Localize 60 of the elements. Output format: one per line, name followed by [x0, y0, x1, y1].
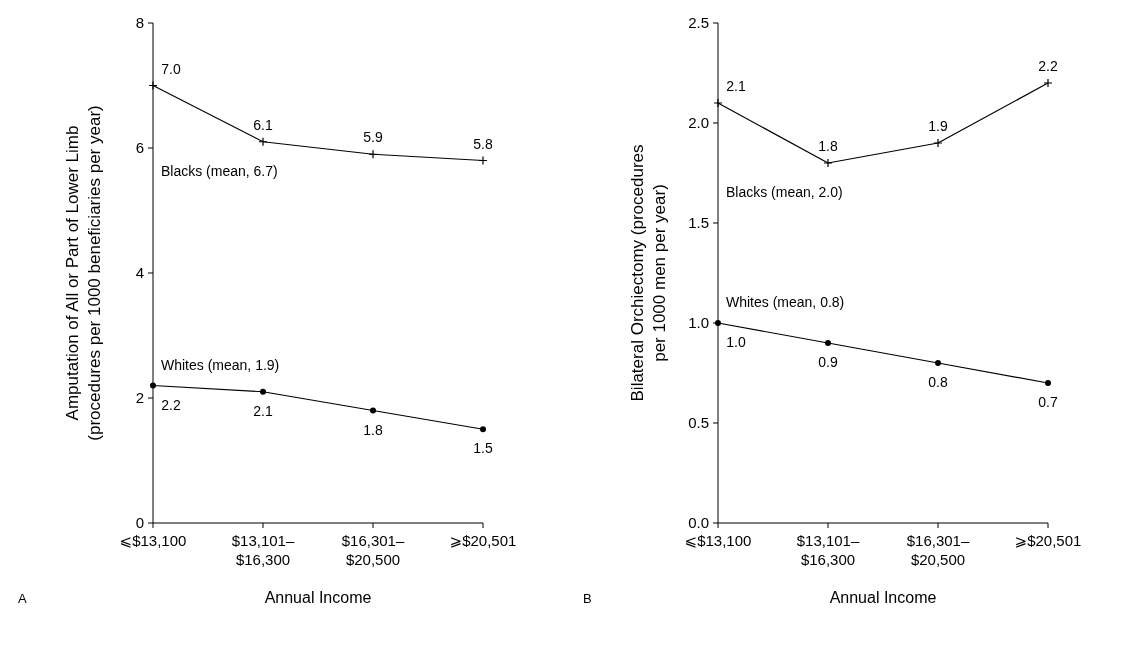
point [713, 98, 723, 108]
point [933, 138, 943, 148]
y-tick-label: 2.0 [688, 114, 709, 132]
y-tick-label: 6 [135, 139, 144, 157]
y-tick-label: 1.5 [688, 214, 709, 232]
text: B [583, 591, 592, 606]
y-tick-label: 0 [135, 514, 144, 532]
series-label: Blacks (mean, 6.7) [161, 162, 278, 179]
y-tick-label: 2.5 [688, 14, 709, 32]
point [823, 158, 833, 168]
data-label: 1.9 [928, 118, 948, 134]
point [1043, 78, 1053, 88]
data-label: 0.9 [818, 354, 838, 370]
point [260, 388, 266, 395]
x-tick-label: $13,101– $16,300 [231, 532, 295, 568]
point [368, 149, 378, 159]
x-tick-label: ⩾$20,501 [449, 532, 517, 549]
data-label: 1.8 [363, 421, 383, 438]
x-tick-label: ⩽$13,100 [119, 532, 187, 549]
point [825, 340, 831, 346]
data-label: 1.5 [473, 440, 493, 457]
data-label: 5.9 [363, 129, 383, 146]
x-axis-title: Annual Income [264, 589, 372, 606]
data-label: 5.8 [473, 135, 493, 152]
text: A [18, 591, 27, 606]
y-tick-label: 2 [135, 389, 144, 407]
data-label: 0.7 [1038, 394, 1058, 410]
x-tick-label: $16,301– $20,500 [906, 532, 970, 568]
y-tick-label: 1.0 [688, 314, 709, 332]
point [258, 137, 268, 147]
data-label: 0.8 [928, 374, 948, 390]
point [1045, 380, 1051, 386]
x-tick-label: ⩾$20,501 [1014, 532, 1082, 549]
data-label: 2.1 [726, 78, 746, 94]
x-tick-label: $16,301– $20,500 [341, 532, 405, 568]
point [370, 407, 376, 414]
data-label: 1.8 [818, 138, 838, 154]
data-label: 2.2 [1038, 58, 1058, 74]
data-label: 2.2 [161, 396, 181, 413]
series-label: Blacks (mean, 2.0) [726, 184, 843, 200]
y-tick-label: 8 [135, 14, 144, 32]
series-label: Whites (mean, 1.9) [161, 356, 280, 373]
data-label: 1.0 [726, 334, 746, 350]
y-axis-title: Bilateral Orchiectomy (procedures per 1000 men per year) [628, 144, 669, 402]
point [148, 80, 158, 91]
point [478, 155, 488, 166]
y-tick-label: 4 [135, 264, 144, 282]
point [480, 426, 486, 433]
series-label: Whites (mean, 0.8) [726, 294, 845, 310]
data-label: 2.1 [253, 402, 273, 419]
y-tick-label: 0.5 [688, 414, 709, 432]
y-tick-label: 0.0 [688, 514, 709, 532]
point [150, 382, 156, 389]
point [935, 360, 941, 366]
data-label: 7.0 [161, 60, 181, 77]
data-label: 6.1 [253, 116, 273, 133]
x-axis-title: Annual Income [829, 589, 937, 606]
y-axis-title: Amputation of All or Part of Lower Limb (procedures per 1000 beneficiaries per year) [63, 105, 104, 441]
x-tick-label: $13,101– $16,300 [796, 532, 860, 568]
x-tick-label: ⩽$13,100 [684, 532, 752, 549]
